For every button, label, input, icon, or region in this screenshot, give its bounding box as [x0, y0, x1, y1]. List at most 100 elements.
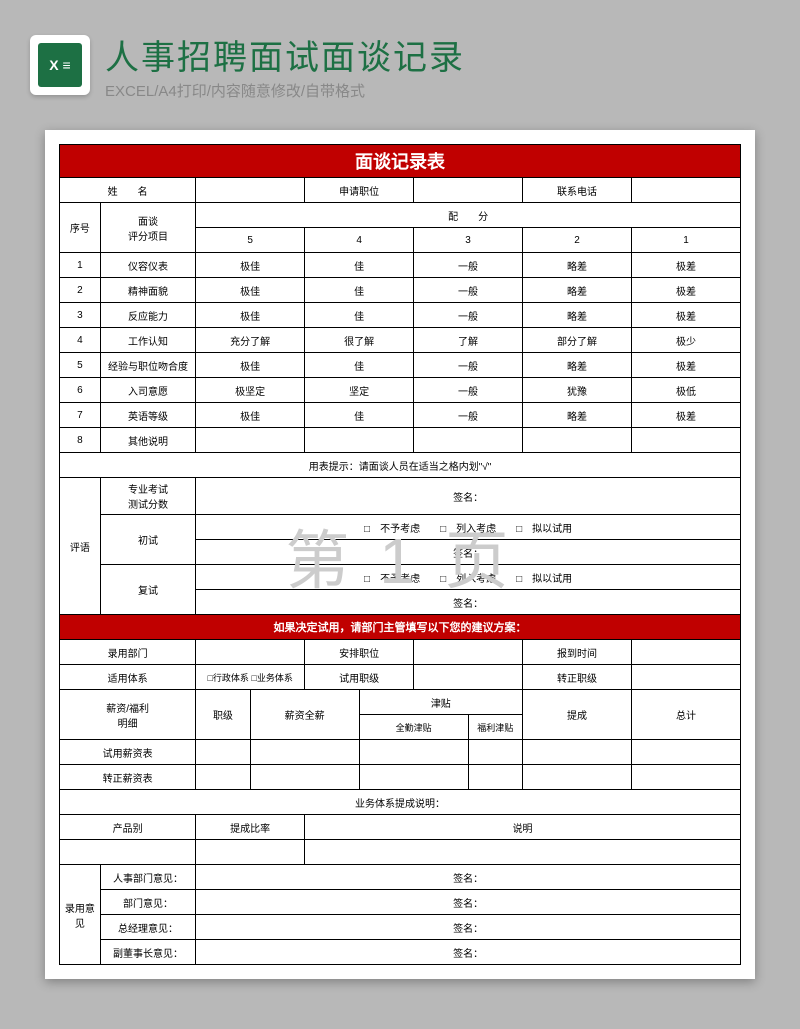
score-item: 英语等级: [100, 403, 195, 428]
score-cell[interactable]: 部分了解: [523, 328, 632, 353]
rate-field[interactable]: [196, 840, 305, 865]
desc-label: 说明: [305, 815, 741, 840]
vp-sign[interactable]: 签名：: [196, 940, 741, 965]
allow1-label: 全勤津贴: [359, 715, 468, 740]
trial-lvl-field[interactable]: [414, 665, 523, 690]
score-cell[interactable]: 佳: [305, 278, 414, 303]
salary-label: 薪资/福利 明细: [60, 690, 196, 740]
test-label: 专业考试 测试分数: [100, 478, 195, 515]
score-cell[interactable]: [196, 428, 305, 453]
gm-sign[interactable]: 签名：: [196, 915, 741, 940]
score-cell[interactable]: [414, 428, 523, 453]
trial-lvl-label: 试用职级: [305, 665, 414, 690]
score-item: 入司意愿: [100, 378, 195, 403]
score-cell[interactable]: 很了解: [305, 328, 414, 353]
score-cell[interactable]: 极佳: [196, 303, 305, 328]
test-sign[interactable]: 签名：: [196, 478, 741, 515]
sys-opt[interactable]: □行政体系 □业务体系: [196, 665, 305, 690]
score-cell[interactable]: 极差: [631, 403, 740, 428]
item-header: 面谈 评分项目: [100, 203, 195, 253]
score-cell[interactable]: 略差: [523, 253, 632, 278]
score-cell[interactable]: 极佳: [196, 403, 305, 428]
score-item: 经验与职位吻合度: [100, 353, 195, 378]
second-sign[interactable]: 签名：: [196, 590, 741, 615]
hr-opinion: 人事部门意见：: [100, 865, 195, 890]
col-1: 1: [631, 228, 740, 253]
score-cell[interactable]: 极少: [631, 328, 740, 353]
score-cell[interactable]: 极差: [631, 353, 740, 378]
time-field[interactable]: [631, 640, 740, 665]
first-opts[interactable]: □ 不予考虑 □ 列入考虑 □ 拟以试用: [196, 515, 741, 540]
score-cell[interactable]: 一般: [414, 378, 523, 403]
score-cell[interactable]: [523, 428, 632, 453]
score-cell[interactable]: 了解: [414, 328, 523, 353]
score-cell[interactable]: 极佳: [196, 278, 305, 303]
score-cell[interactable]: 佳: [305, 403, 414, 428]
phone-label: 联系电话: [523, 178, 632, 203]
excel-icon: X ≡: [30, 35, 90, 95]
score-cell[interactable]: 略差: [523, 353, 632, 378]
score-header: 配 分: [196, 203, 741, 228]
score-seq: 5: [60, 353, 101, 378]
score-cell[interactable]: 一般: [414, 278, 523, 303]
interview-form-table: 面谈记录表 姓 名 申请职位 联系电话 序号 面谈 评分项目 配 分 5 4 3…: [59, 144, 741, 965]
score-cell[interactable]: 一般: [414, 403, 523, 428]
name-label: 姓 名: [60, 178, 196, 203]
dept-field[interactable]: [196, 640, 305, 665]
col-5: 5: [196, 228, 305, 253]
score-cell[interactable]: 极差: [631, 278, 740, 303]
score-cell[interactable]: [631, 428, 740, 453]
score-cell[interactable]: 略差: [523, 303, 632, 328]
plan-title: 如果决定试用，请部门主管填写以下您的建议方案：: [60, 615, 741, 640]
score-cell[interactable]: 充分了解: [196, 328, 305, 353]
pos-field[interactable]: [414, 640, 523, 665]
prod-field[interactable]: [60, 840, 196, 865]
score-item: 其他说明: [100, 428, 195, 453]
form-title: 面谈记录表: [60, 145, 741, 178]
first-label: 初试: [100, 515, 195, 565]
score-cell[interactable]: 一般: [414, 253, 523, 278]
bonus-label: 提成: [523, 690, 632, 740]
excel-icon-label: X ≡: [38, 43, 82, 87]
score-cell[interactable]: 坚定: [305, 378, 414, 403]
score-cell[interactable]: 一般: [414, 303, 523, 328]
score-cell[interactable]: 极低: [631, 378, 740, 403]
second-label: 复试: [100, 565, 195, 615]
hr-sign[interactable]: 签名：: [196, 865, 741, 890]
first-sign[interactable]: 签名：: [196, 540, 741, 565]
score-cell[interactable]: 佳: [305, 253, 414, 278]
dept-sign[interactable]: 签名：: [196, 890, 741, 915]
name-field[interactable]: [196, 178, 305, 203]
gm-opinion: 总经理意见：: [100, 915, 195, 940]
score-cell[interactable]: 极差: [631, 253, 740, 278]
score-cell[interactable]: [305, 428, 414, 453]
score-seq: 1: [60, 253, 101, 278]
score-cell[interactable]: 极佳: [196, 253, 305, 278]
position-field[interactable]: [414, 178, 523, 203]
second-opts[interactable]: □ 不予考虑 □ 列入考虑 □ 拟以试用: [196, 565, 741, 590]
col-2: 2: [523, 228, 632, 253]
score-cell[interactable]: 犹豫: [523, 378, 632, 403]
score-cell[interactable]: 极佳: [196, 353, 305, 378]
position-label: 申请职位: [305, 178, 414, 203]
allow2-label: 福利津贴: [468, 715, 522, 740]
score-cell[interactable]: 略差: [523, 278, 632, 303]
score-seq: 6: [60, 378, 101, 403]
eval-label: 评语: [60, 478, 101, 615]
seq-header: 序号: [60, 203, 101, 253]
score-cell[interactable]: 极差: [631, 303, 740, 328]
score-cell[interactable]: 佳: [305, 303, 414, 328]
score-cell[interactable]: 佳: [305, 353, 414, 378]
form-sheet: 第 1 页 面谈记录表 姓 名 申请职位 联系电话 序号 面谈 评分项目 配 分…: [45, 130, 755, 979]
score-cell[interactable]: 一般: [414, 353, 523, 378]
vp-opinion: 副董事长意见：: [100, 940, 195, 965]
score-item: 反应能力: [100, 303, 195, 328]
score-cell[interactable]: 略差: [523, 403, 632, 428]
conv-lvl-label: 转正职级: [523, 665, 632, 690]
phone-field[interactable]: [631, 178, 740, 203]
score-seq: 3: [60, 303, 101, 328]
score-cell[interactable]: 极坚定: [196, 378, 305, 403]
desc-field[interactable]: [305, 840, 741, 865]
conv-lvl-field[interactable]: [631, 665, 740, 690]
prod-label: 产品别: [60, 815, 196, 840]
